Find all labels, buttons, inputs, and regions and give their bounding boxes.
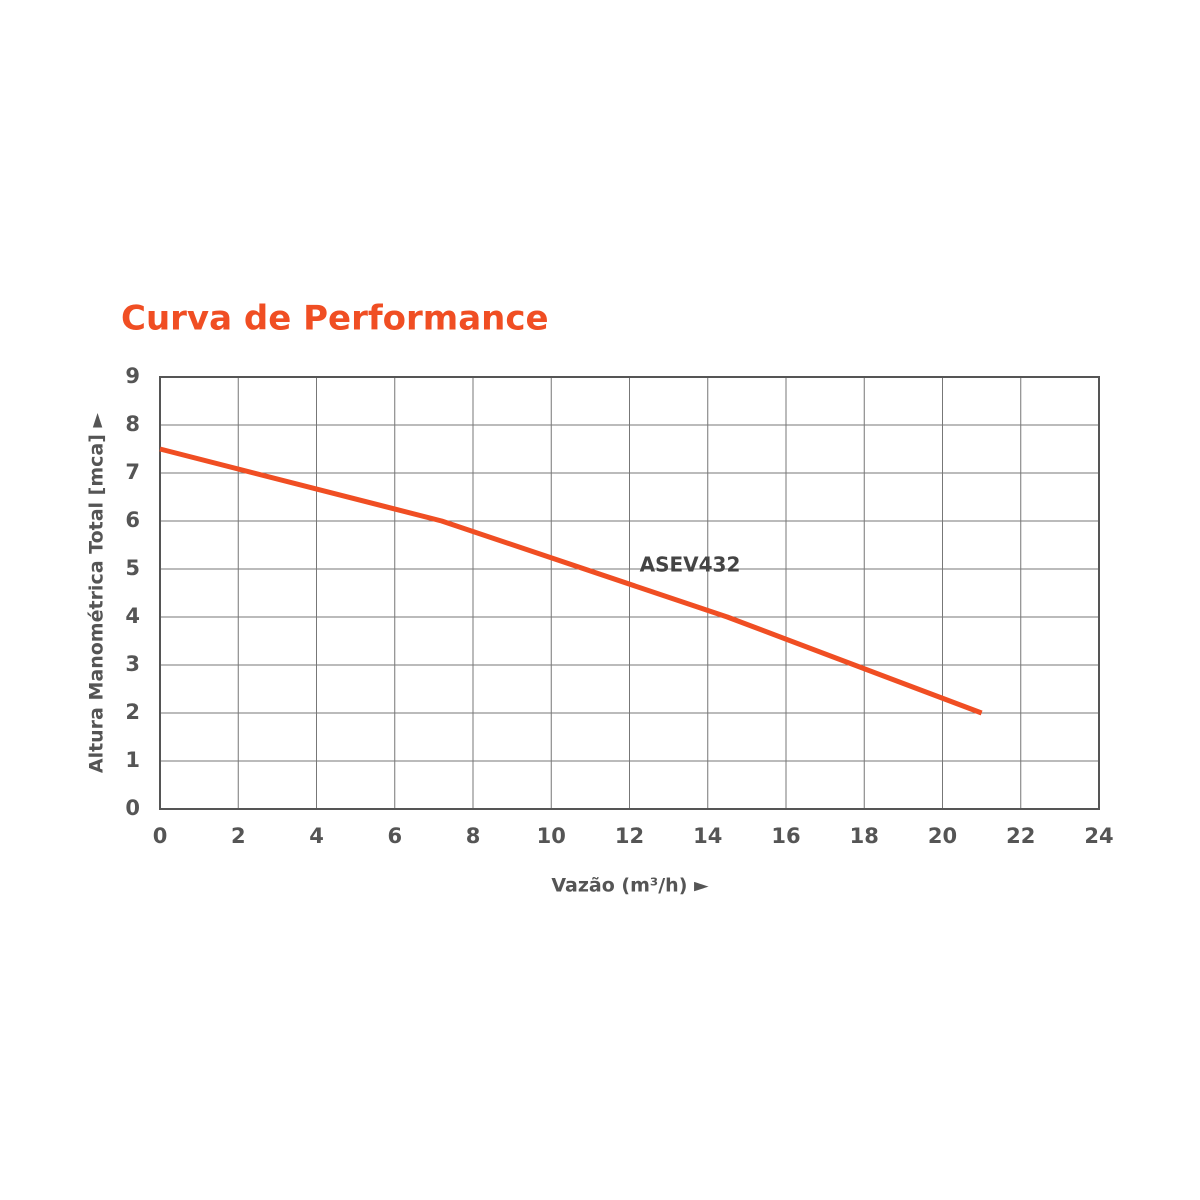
x-tick-label: 16 [771,824,800,848]
x-tick-label: 10 [537,824,566,848]
series-label: ASEV432 [640,553,741,577]
y-tick-label: 8 [125,412,140,436]
plot-border [159,376,1100,810]
y-tick-label: 4 [125,604,140,628]
chart-title: Curva de Performance [121,299,549,339]
x-tick-label: 18 [850,824,879,848]
x-tick-label: 6 [387,824,402,848]
x-tick-label: 24 [1084,824,1113,848]
y-tick-label: 6 [125,508,140,532]
y-tick-label: 3 [125,652,140,676]
y-axis-label: Altura Manométrica Total [mca] ► [86,412,108,773]
x-tick-label: 12 [615,824,644,848]
y-tick-label: 2 [125,700,140,724]
x-tick-label: 4 [309,824,324,848]
y-tick-label: 7 [125,460,140,484]
x-tick-label: 2 [231,824,246,848]
y-tick-label: 1 [125,748,140,772]
x-tick-label: 22 [1006,824,1035,848]
y-tick-label: 9 [125,364,140,388]
y-tick-label: 5 [125,556,140,580]
x-tick-label: 20 [928,824,957,848]
x-tick-label: 8 [466,824,481,848]
x-tick-label: 0 [153,824,168,848]
data-line [159,446,983,716]
y-tick-label: 0 [125,796,140,820]
x-tick-label: 14 [693,824,722,848]
x-axis-label: Vazão (m³/h) ► [551,875,709,897]
